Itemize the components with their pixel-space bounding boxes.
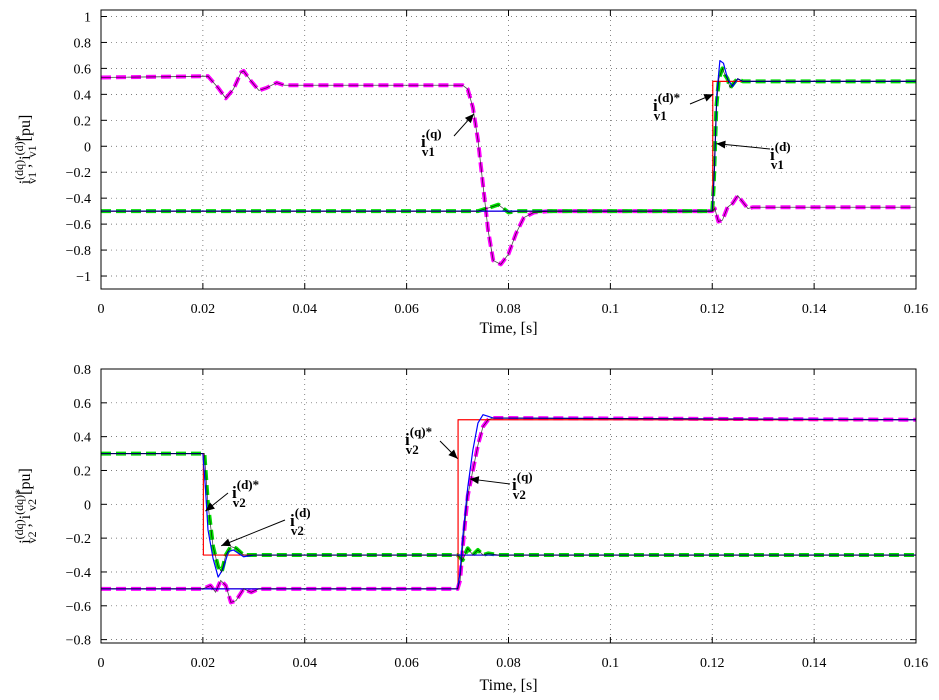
annotation-label: i(q) v2 — [512, 469, 533, 502]
annotation-arrow-head — [448, 449, 458, 459]
x-tick-label: 0.06 — [394, 656, 419, 671]
x-tick-label: 0.04 — [293, 656, 318, 671]
annotation-arrow-head — [716, 140, 726, 149]
y-tick-label: −0.2 — [66, 532, 91, 547]
annotation-arrow-line — [221, 519, 286, 547]
y-axis-label: i(dq)v1 , i(d)*v1 [pu] — [12, 115, 39, 185]
y-tick-label: 0.6 — [74, 397, 92, 412]
x-axis-label: Time, [s] — [479, 677, 537, 694]
x-tick-label: 0.08 — [496, 302, 521, 317]
ticks: 0 0.02 0.04 0.06 0.08 0.1 0.12 0.14 0.16 0.8 0.6 0.… — [66, 363, 929, 671]
annotations: i(q) v1 i(d)* v1 i(d) v1 — [421, 90, 791, 172]
annotation-label: i(d)* v2 — [232, 477, 259, 510]
x-tick-label: 0.04 — [293, 302, 318, 317]
annotation-arrow-head — [221, 538, 232, 547]
x-axis-label: Time, [s] — [479, 320, 537, 337]
axes-box — [100, 368, 917, 644]
annotation-arrow-head — [205, 502, 215, 512]
x-tick-label: 0.12 — [700, 656, 725, 671]
x-tick-label: 0.1 — [602, 656, 620, 671]
series-line-2 — [101, 451, 916, 574]
annotation-label: i(q)* v2 — [405, 424, 432, 457]
series-line-5 — [101, 452, 916, 578]
x-tick-label: 0.08 — [496, 656, 521, 671]
series-trace-1 — [101, 417, 917, 603]
y-tick-label: −0.8 — [66, 244, 91, 259]
y-tick-label: 1 — [84, 10, 91, 25]
y-tick-label: −0.4 — [66, 192, 91, 207]
chart-panel-2: 0 0.02 0.04 0.06 0.08 0.1 0.12 0.14 0.16 0.8 0.6 0.… — [12, 363, 928, 694]
series-line-6 — [101, 414, 917, 590]
y-tick-label: 0 — [84, 498, 91, 513]
x-tick-label: 0.02 — [191, 302, 216, 317]
y-tick-label: 0.8 — [74, 363, 92, 378]
ticks: 0 0.02 0.04 0.06 0.08 0.1 0.12 0.14 0.16 1 0.8 0.6 0… — [66, 10, 929, 317]
series-group — [100, 60, 916, 267]
y-tick-label: 0.2 — [74, 114, 92, 129]
series-trace-2 — [101, 67, 916, 213]
y-tick-label: −0.4 — [66, 566, 91, 581]
x-tick-label: 0 — [98, 302, 105, 317]
annotation-label: i(d) v2 — [290, 505, 311, 538]
series-trace-2 — [101, 453, 916, 573]
x-tick-label: 0.14 — [802, 302, 827, 317]
y-tick-label: 0.8 — [74, 36, 92, 51]
annotation-arrow-head — [464, 113, 474, 124]
y-tick-label: −0.8 — [66, 634, 91, 649]
y-tick-label: −0.6 — [66, 600, 91, 615]
annotation-label: i(d)* v1 — [653, 90, 680, 123]
y-tick-label: 0.4 — [74, 431, 92, 446]
x-tick-label: 0 — [98, 656, 105, 671]
grid — [101, 368, 916, 643]
series-group — [101, 414, 917, 605]
x-tick-label: 0.02 — [191, 656, 216, 671]
x-tick-label: 0.12 — [700, 302, 725, 317]
y-tick-label: −0.2 — [66, 166, 91, 181]
x-tick-label: 0.16 — [904, 302, 929, 317]
y-tick-label: 0.4 — [74, 88, 92, 103]
x-tick-label: 0.06 — [394, 302, 419, 317]
x-tick-label: 0.1 — [602, 302, 620, 317]
annotations: i(d)* v2 i(d) v2 i(q)* v2 i(q) v2 — [205, 424, 533, 547]
annotation-label: i(d) v1 — [770, 139, 791, 172]
series-trace-1 — [100, 70, 916, 265]
chart-panel-1: 0 0.02 0.04 0.06 0.08 0.1 0.12 0.14 0.16 1 0.8 0.6 0… — [12, 9, 929, 337]
y-tick-label: 0.2 — [74, 464, 92, 479]
axes-box — [100, 9, 917, 290]
x-tick-label: 0.14 — [802, 656, 827, 671]
y-axis-label: i(dq)v2 , i(dq)*v2 [pu] — [12, 468, 39, 544]
y-tick-label: 0.6 — [74, 62, 92, 77]
annotation-arrow-head — [469, 476, 480, 485]
annotation-label: i(q) v1 — [421, 126, 442, 159]
y-tick-label: −0.6 — [66, 218, 91, 233]
y-tick-label: −1 — [76, 270, 91, 285]
y-tick-label: 0 — [84, 140, 91, 155]
grid — [101, 10, 916, 289]
x-tick-label: 0.16 — [904, 656, 929, 671]
annotation-arrow-head — [703, 94, 714, 102]
